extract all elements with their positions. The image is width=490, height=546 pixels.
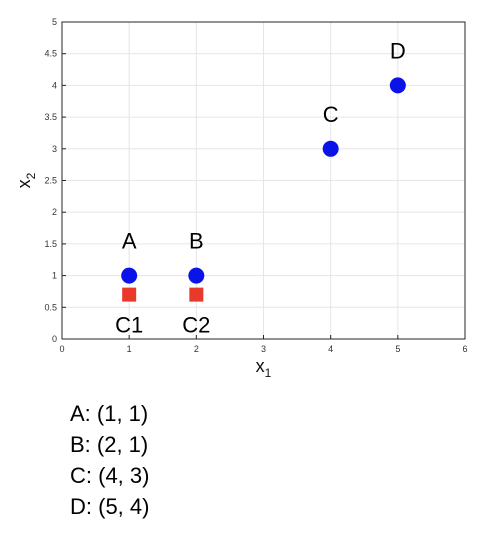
y-tick-label-0: 0 [52,334,57,344]
y-tick-label-7: 3.5 [44,112,57,122]
coordinate-line-a: A: (1, 1) [70,398,149,429]
x-tick-label-6: 6 [462,344,467,354]
coordinate-line-d: D: (5, 4) [70,491,149,522]
data-label-c1: C1 [115,313,143,338]
y-tick-label-4: 2 [52,207,57,217]
y-tick-label-10: 5 [52,17,57,27]
data-square-c1 [122,288,136,302]
data-point-c [323,141,339,157]
y-tick-label-5: 2.5 [44,176,57,186]
axis-ticks: 0 1 2 3 4 5 6 0 0.5 1 1.5 2 2.5 3 3.5 4 4.5 5 [44,17,467,354]
x-axis-label: x1 [256,356,272,380]
data-point-d [390,77,406,93]
x-tick-label-1: 1 [127,344,132,354]
y-tick-label-6: 3 [52,144,57,154]
data-label-c2: C2 [182,313,210,338]
coordinate-line-b: B: (2, 1) [70,429,149,460]
x-tick-label-3: 3 [261,344,266,354]
data-square-c2 [189,288,203,302]
y-tick-label-8: 4 [52,80,57,90]
data-point-b [188,268,204,284]
x-tick-label-0: 0 [59,344,64,354]
data-label-d: D [390,38,406,63]
x-tick-label-2: 2 [194,344,199,354]
x-tick-label-4: 4 [328,344,333,354]
coordinate-line-c: C: (4, 3) [70,460,149,491]
y-axis-label: x2 [14,172,38,188]
data-point-a [121,268,137,284]
data-label-b: B [189,229,204,254]
data-marks: A B C D C1 C2 [115,38,406,337]
scatter-plot: 0 1 2 3 4 5 6 0 0.5 1 1.5 2 2.5 3 3.5 4 4.5 5 A B C D C1 C2 x1… [0,0,490,395]
data-label-a: A [122,229,137,254]
y-tick-label-1: 0.5 [44,302,57,312]
coordinates-list: A: (1, 1) B: (2, 1) C: (4, 3) D: (5, 4) [70,398,149,522]
data-label-c: C [323,102,339,127]
y-tick-label-2: 1 [52,271,57,281]
y-tick-label-3: 1.5 [44,239,57,249]
x-tick-label-5: 5 [395,344,400,354]
y-tick-label-9: 4.5 [44,49,57,59]
